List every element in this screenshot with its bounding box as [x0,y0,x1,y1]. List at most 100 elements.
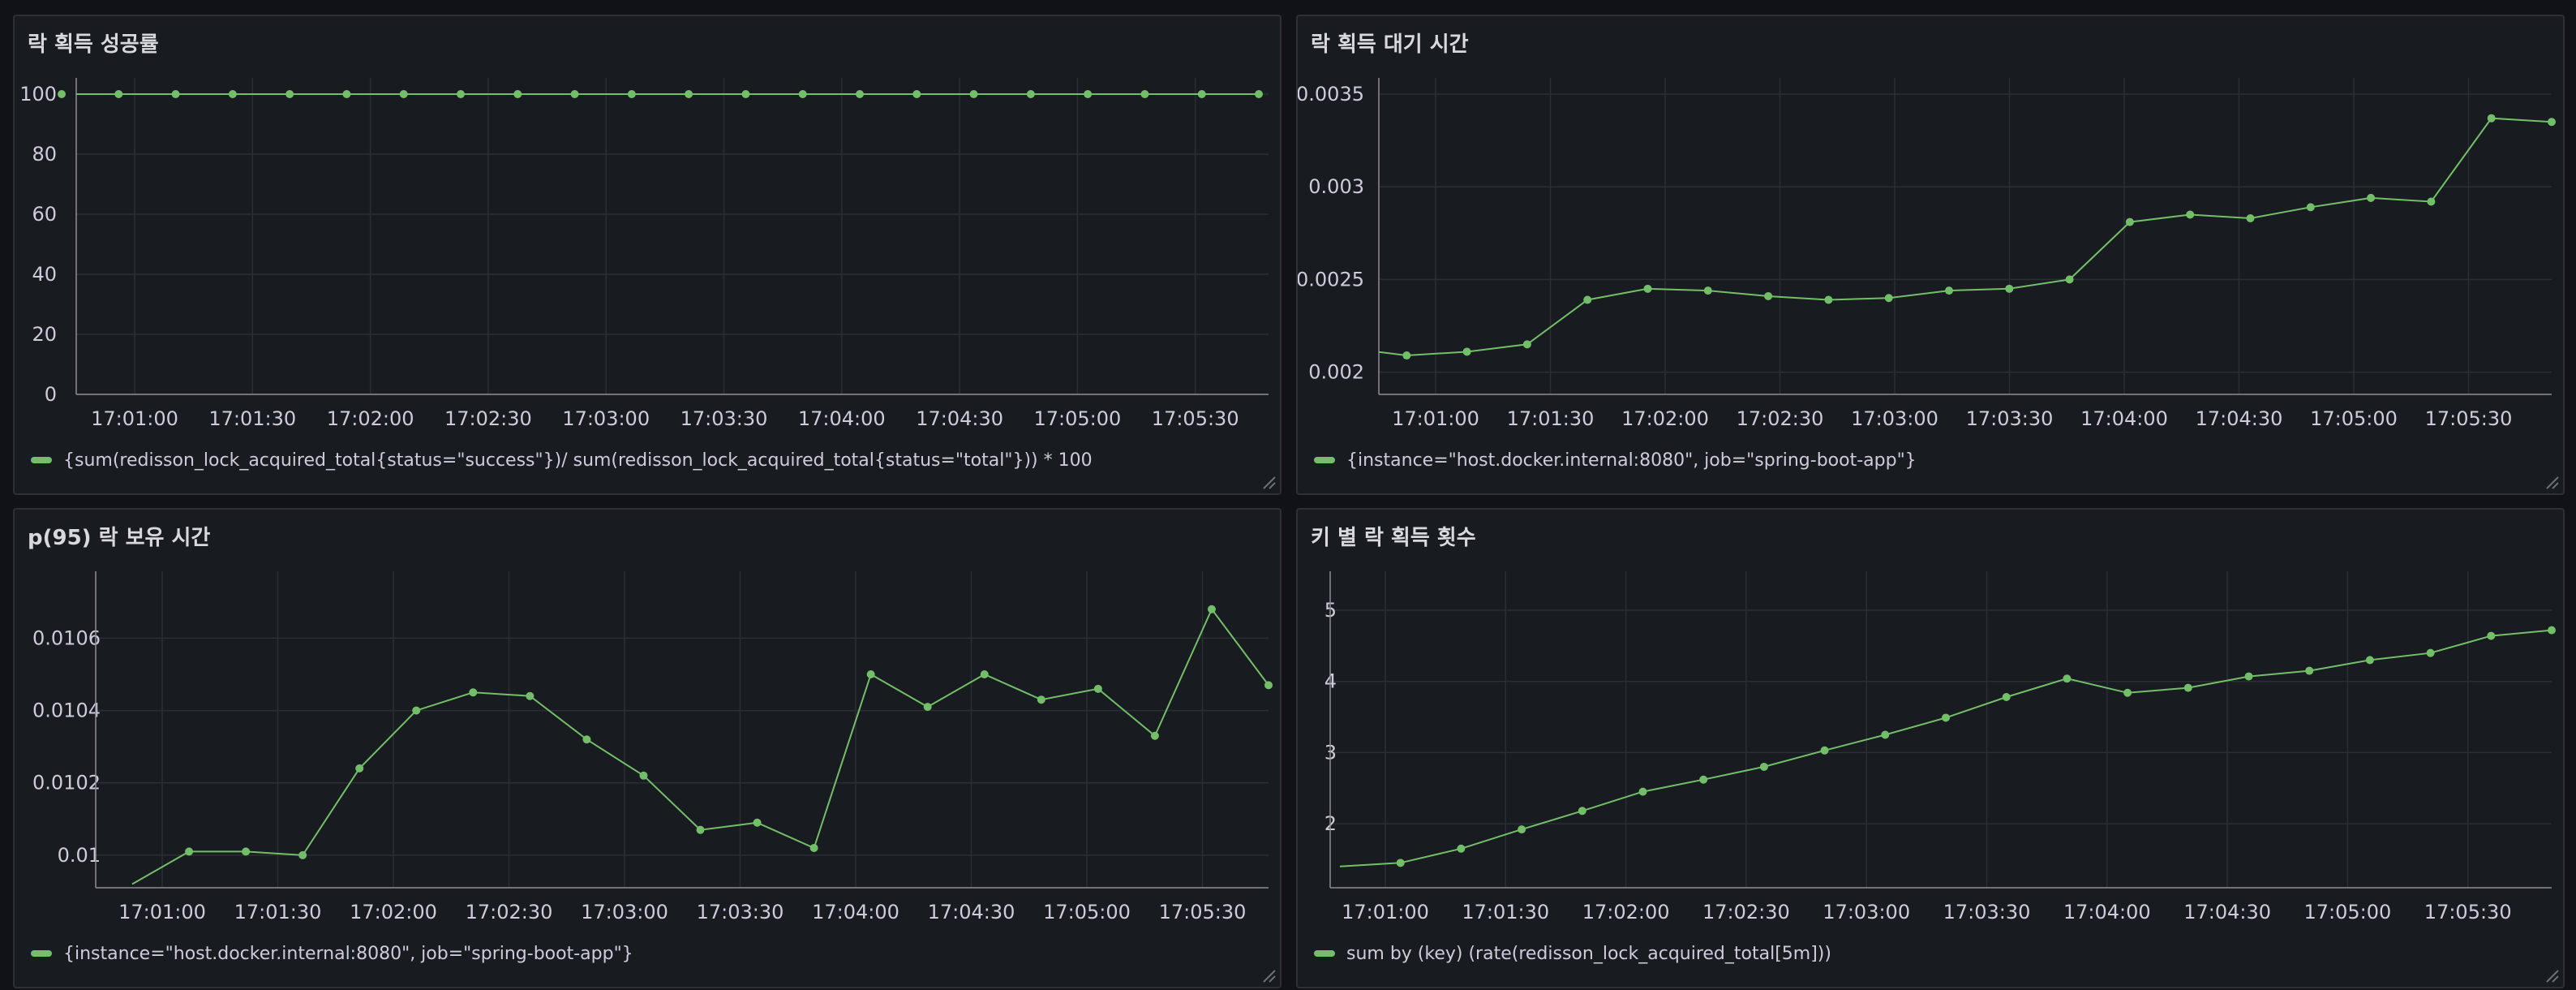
legend[interactable]: {instance="host.docker.internal:8080", j… [1314,448,1917,472]
panel-lock-count-by-key[interactable]: 키 별 락 획득 횟수 17:01:00 17:01:30 17:02:00 17:0… [1296,508,2565,988]
data-point [809,843,818,852]
y-tick-label: 0.0025 [1298,268,1364,291]
panel-p95-lock-hold-time[interactable]: p(95) 락 보유 시간 17:01:00 17:01:30 17:02:00 17… [13,508,1282,988]
y-tick-label: 20 [32,323,57,346]
data-point [355,764,364,773]
legend-label: {instance="host.docker.internal:8080", j… [1346,450,1917,471]
legend-label: sum by (key) (rate(redisson_lock_acquire… [1346,943,1831,964]
y-tick-label: 0.002 [1308,361,1364,384]
data-point [171,90,180,98]
x-tick-label: 17:01:30 [208,407,296,430]
data-point [2487,114,2496,123]
data-point [412,706,421,715]
chart-lock-success-rate: 17:01:00 17:01:30 17:02:00 17:02:30 17:03:00… [19,78,1269,430]
data-point [912,90,921,98]
x-tick-label: 17:05:00 [2304,901,2392,923]
x-tick-label: 17:01:30 [1462,901,1549,923]
data-point [1759,762,1768,771]
data-point [2367,193,2376,202]
resize-handle-icon[interactable] [1259,472,1277,490]
chart-lock-count-by-key: 17:01:00 17:01:30 17:02:00 17:02:30 17:03:00… [1324,571,2556,923]
legend[interactable]: sum by (key) (rate(redisson_lock_acquire… [1314,941,1831,966]
x-tick-label: 17:02:00 [350,901,437,923]
data-point [2548,626,2556,635]
data-point [286,90,294,98]
data-point [513,90,522,98]
legend[interactable]: {instance="host.docker.internal:8080", j… [31,941,633,966]
data-point [1942,713,1950,722]
legend-swatch [31,457,52,463]
legend[interactable]: {sum(redisson_lock_acquired_total{status… [31,448,1093,472]
legend-label: {instance="host.docker.internal:8080", j… [63,943,633,964]
panel-title: p(95) 락 보유 시간 [28,526,211,550]
data-point [1140,90,1149,98]
x-tick-label: 17:02:30 [444,407,532,430]
y-tick-label: 0.0102 [32,772,101,794]
data-point [469,688,478,697]
x-tick-label: 17:05:30 [1152,407,1239,430]
data-point [1093,684,1102,693]
data-point [298,850,307,859]
y-tick-label: 0.0104 [32,699,101,722]
x-tick-label: 17:03:00 [562,407,650,430]
x-tick-label: 17:04:00 [2080,407,2168,430]
data-point [856,90,864,98]
data-point [1522,340,1531,349]
data-point [1462,347,1471,356]
data-point [2063,674,2072,683]
data-point [1699,775,1708,784]
y-tick-label: 80 [32,143,57,166]
x-tick-label: 17:03:00 [581,901,668,923]
x-tick-label: 17:03:00 [1851,407,1938,430]
x-tick-label: 17:02:30 [466,901,553,923]
data-point [2548,118,2556,127]
x-tick-label: 17:01:00 [118,901,206,923]
data-point [639,771,648,780]
y-tick-label: 60 [32,203,57,226]
panel-title: 락 획득 성공률 [28,32,159,57]
data-point [570,90,579,98]
data-point [2125,217,2134,226]
data-point [1945,286,1953,295]
data-point [1264,681,1273,690]
panel-title: 락 획득 대기 시간 [1311,32,1469,57]
x-tick-label: 17:01:00 [1342,901,1429,923]
y-tick-label: 0.0035 [1298,83,1364,105]
x-tick-label: 17:01:00 [91,407,178,430]
data-point [2005,284,2014,293]
panel-lock-success-rate[interactable]: 락 획득 성공률 17:01:00 17:01:30 17:02:00 17:02:3… [13,15,1282,495]
data-point [2183,683,2192,692]
data-point [2186,210,2195,219]
data-point [242,847,251,856]
data-point [1402,351,1411,360]
resize-handle-icon[interactable] [1259,966,1277,984]
legend-swatch [1314,457,1335,463]
series-line [1379,117,2552,357]
data-point [2002,693,2011,702]
data-point [185,847,194,856]
resize-handle-icon[interactable] [2542,966,2560,984]
x-tick-label: 17:03:30 [1943,901,2031,923]
x-tick-label: 17:03:30 [680,407,768,430]
x-tick-label: 17:05:00 [1034,407,1122,430]
data-point [1084,90,1093,98]
panel-lock-wait-time[interactable]: 락 획득 대기 시간 17:01:00 17:01:30 17:02:00 17:02… [1296,15,2565,495]
y-tick-label: 0.003 [1308,175,1364,198]
panel-title: 키 별 락 획득 횟수 [1311,526,1476,550]
data-point [969,90,978,98]
data-point [2365,656,2374,665]
data-point [696,825,705,834]
data-point [980,669,989,678]
data-point [685,90,693,98]
data-point [1518,825,1526,834]
data-point [1764,291,1773,300]
data-point [399,90,408,98]
x-tick-label: 17:02:00 [1582,901,1670,923]
resize-handle-icon[interactable] [2542,472,2560,490]
data-point [2305,666,2314,675]
data-point [1396,859,1405,867]
x-tick-label: 17:04:30 [928,901,1015,923]
legend-swatch [1314,950,1335,957]
y-tick-label: 0 [45,383,57,406]
x-tick-label: 17:04:30 [2183,901,2271,923]
